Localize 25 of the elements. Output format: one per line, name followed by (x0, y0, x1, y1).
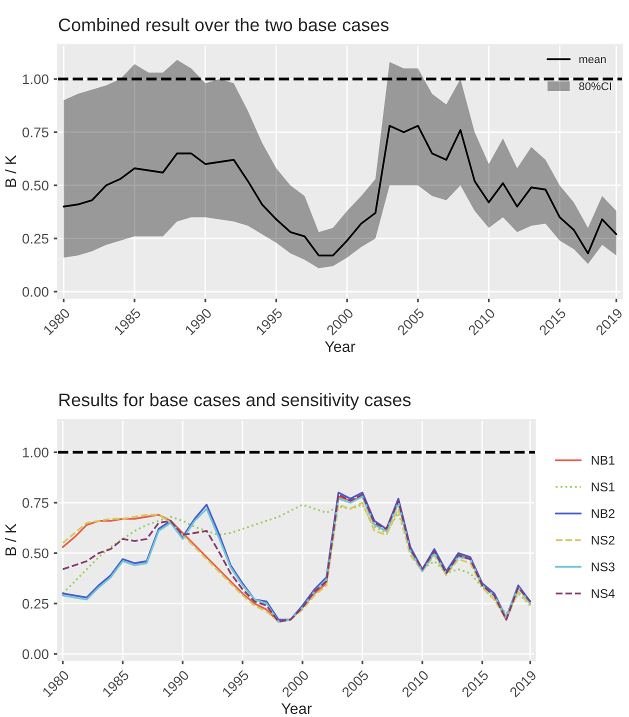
legend-label: NB2 (592, 509, 614, 518)
line-series (62, 124, 618, 256)
y-tick-label: 1.00 (23, 74, 48, 84)
chart-title: Results for base cases and sensitivity cases (59, 393, 411, 410)
y-tick-label: 0.50 (22, 548, 48, 558)
y-tick-label: 0.50 (22, 180, 48, 190)
y-tick-label: 0.75 (22, 128, 48, 138)
annotation: 80%CI (579, 82, 611, 90)
chart-title: Combined result over the two base cases (58, 18, 389, 32)
y-tick-label: 0.00 (22, 649, 48, 660)
y-tick-label: 0.25 (22, 598, 48, 609)
x-axis-title: Year (281, 703, 312, 714)
legend-label: NB1 (592, 456, 614, 465)
legend-label: NS4 (592, 589, 615, 598)
y-tick-label: 0.25 (22, 234, 48, 244)
x-axis-title: Year (324, 341, 356, 352)
y-tick-label: 1.00 (23, 448, 48, 458)
legend-label: NS3 (592, 562, 615, 572)
legend-label: mean (579, 57, 606, 64)
legend-label: NS1 (592, 482, 614, 492)
y-axis-title: B / K (4, 155, 16, 187)
legend-label: NS2 (592, 536, 614, 545)
y-tick-label: 0.00 (22, 286, 48, 297)
y-axis-title: B / K (4, 524, 16, 556)
y-tick-label: 0.75 (22, 498, 48, 508)
